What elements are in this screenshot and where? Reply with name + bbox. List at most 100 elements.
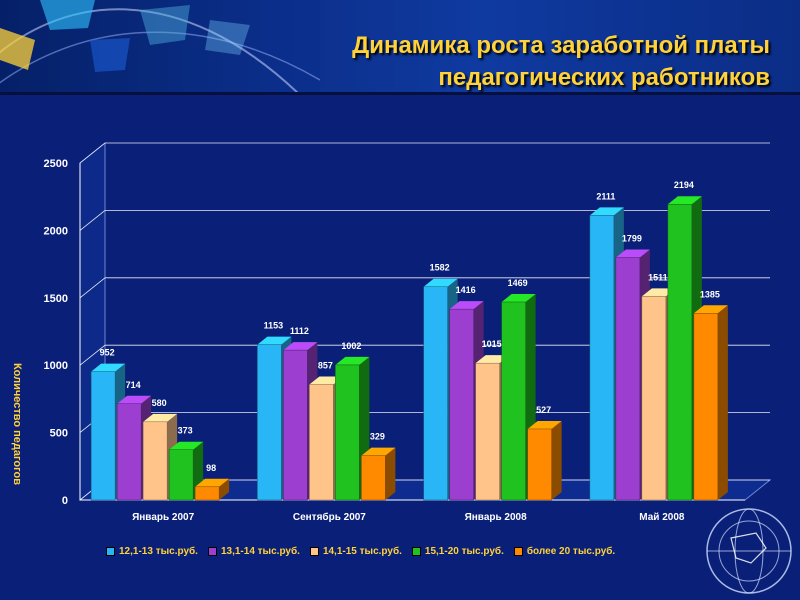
bar — [449, 308, 474, 501]
data-label: 1153 — [264, 321, 284, 331]
bar-side — [385, 447, 396, 500]
x-tick-label: Январь 2007 — [132, 512, 195, 523]
legend-swatch — [207, 546, 217, 556]
bar — [423, 286, 448, 501]
x-tick-label: Сентябрь 2007 — [293, 511, 366, 523]
header-decoration — [0, 0, 320, 92]
y-tick-label: 2500 — [44, 158, 68, 170]
y-tick-label: 500 — [50, 428, 68, 440]
bar-top — [615, 249, 650, 258]
data-label: 329 — [370, 432, 385, 442]
bar-top — [449, 301, 484, 310]
globe-logo — [706, 508, 792, 594]
gridline-diagonal — [79, 210, 106, 231]
bar-top — [501, 293, 536, 302]
gridline-diagonal — [79, 142, 106, 164]
data-label: 1416 — [456, 285, 476, 295]
data-label: 580 — [152, 398, 167, 408]
gridline-diagonal — [79, 344, 106, 366]
bar — [641, 296, 667, 501]
data-label: 1799 — [622, 233, 642, 243]
bar-side — [219, 478, 230, 500]
page-title-line-2: педагогических работников — [438, 64, 770, 91]
bar-top — [667, 196, 702, 205]
legend-swatch — [513, 546, 523, 556]
data-label: 1469 — [508, 278, 528, 288]
bar — [475, 362, 500, 501]
bar-top — [589, 207, 624, 216]
bar — [589, 215, 615, 501]
chart-legend: 12,1-13 тыс.руб. 13,1-14 тыс.руб. 14,1-15 … — [106, 542, 706, 560]
bar-chart: 0 500 1000 1500 2000 2500 952 714 580 373 98 Январь… — [44, 141, 772, 523]
data-label: 714 — [126, 380, 141, 390]
bar-top — [641, 288, 676, 297]
bar — [335, 364, 360, 501]
bar — [361, 455, 386, 501]
bar — [527, 428, 552, 501]
bar-top — [361, 447, 396, 456]
legend-item: 13,1-14 тыс.руб. — [207, 545, 300, 557]
slide-header: Динамика роста заработной платы педагоги… — [0, 0, 800, 95]
data-label: 1002 — [341, 341, 361, 351]
bar-top — [117, 395, 152, 404]
data-label: 2194 — [674, 180, 694, 190]
legend-swatch — [106, 546, 115, 556]
bar — [257, 344, 282, 501]
data-label: 1112 — [290, 326, 309, 336]
data-label: 1015 — [482, 339, 502, 349]
bar-side — [717, 305, 728, 500]
y-tick-label: 1500 — [44, 293, 68, 305]
bar — [501, 301, 526, 501]
data-label: 857 — [318, 360, 333, 370]
legend-label: 12,1-13 тыс.руб. — [119, 545, 198, 557]
data-label: 1511 — [648, 272, 668, 282]
legend-label: 13,1-14 тыс.руб. — [220, 545, 300, 557]
bar — [667, 203, 693, 501]
y-tick-label: 0 — [62, 495, 68, 507]
data-label: 1582 — [430, 263, 450, 273]
bar-top — [423, 278, 458, 287]
legend-swatch — [309, 546, 319, 556]
bar — [116, 403, 142, 501]
data-label: 98 — [206, 463, 216, 473]
bar-top — [143, 413, 178, 422]
bar — [194, 486, 220, 501]
bar — [309, 384, 334, 501]
data-label: 952 — [100, 348, 115, 358]
bar-top — [693, 305, 728, 314]
x-tick-label: Май 2008 — [639, 512, 685, 523]
legend-label: 14,1-15 тыс.руб. — [322, 545, 402, 557]
bar — [615, 257, 641, 501]
bar-top — [283, 342, 318, 351]
bar — [693, 313, 719, 501]
bar-top — [169, 441, 204, 450]
data-label: 527 — [536, 405, 551, 415]
bar — [283, 349, 308, 501]
gridline-diagonal — [79, 277, 106, 299]
chart-panel: 0 500 1000 1500 2000 2500 952 714 580 373 98 Январь… — [0, 95, 800, 600]
bar-top — [475, 355, 510, 364]
legend-item: более 20 тыс.руб. — [513, 545, 616, 557]
legend-label: более 20 тыс.руб. — [526, 545, 616, 557]
data-label: 1385 — [700, 289, 720, 299]
bar — [168, 449, 194, 501]
data-label: 373 — [178, 426, 193, 436]
bar-top — [91, 363, 126, 372]
data-label: 2111 — [596, 191, 615, 201]
y-tick-label: 2000 — [44, 225, 68, 237]
bar-top — [335, 356, 370, 365]
bar-top — [527, 420, 562, 429]
x-tick-label: Январь 2008 — [465, 512, 528, 523]
legend-label: 15,1-20 тыс.руб. — [424, 545, 504, 557]
y-tick-label: 1000 — [44, 360, 68, 372]
bar-top — [257, 336, 292, 345]
bar — [142, 421, 168, 501]
page-title-line-1: Динамика роста заработной платы — [352, 32, 770, 59]
legend-item: 12,1-13 тыс.руб. — [106, 546, 198, 557]
bar-side — [551, 420, 562, 500]
y-axis-label: Количество педагогов — [11, 362, 23, 486]
bar-top — [195, 478, 230, 487]
bar — [90, 371, 116, 501]
legend-item: 15,1-20 тыс.руб. — [411, 545, 504, 557]
legend-item: 14,1-15 тыс.руб. — [309, 545, 402, 557]
